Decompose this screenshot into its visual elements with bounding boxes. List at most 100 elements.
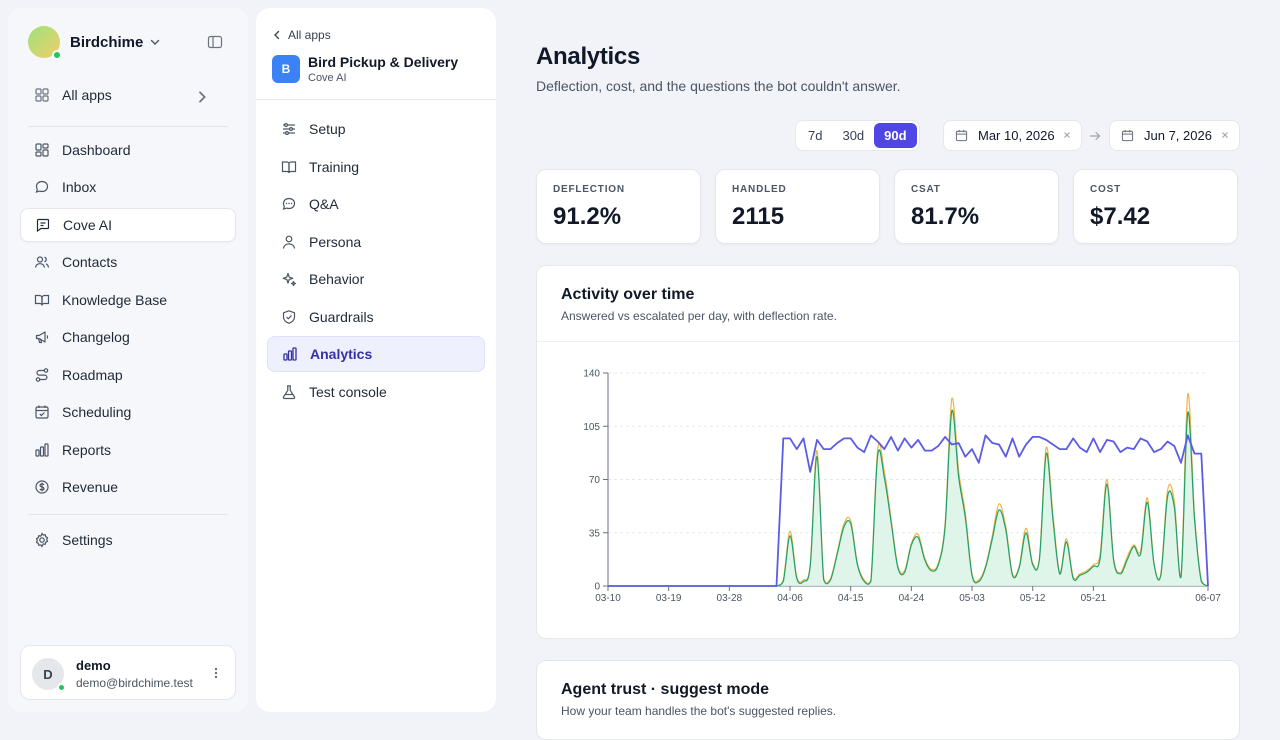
range-90d-button[interactable]: 90d [874,123,917,148]
app-nav-label: Test console [309,384,387,400]
x-tick-label: 03-28 [717,593,743,604]
apps-grid-icon [35,88,49,102]
activity-chart: 0 35 70 105 140 03-10 03-19 03-28 04-06 04-15 04-2… [583,369,1221,605]
app-panel: All apps B Bird Pickup & Delivery Cove A… [256,8,496,712]
x-tick-label: 06-07 [1195,593,1221,604]
stat-card-csat: CSAT 81.7% [894,169,1059,244]
more-vertical-icon[interactable] [209,666,223,680]
app-nav-persona[interactable]: Persona [267,224,485,260]
stat-label: CSAT [911,184,941,195]
app-badge: B [272,55,300,83]
workspace-switcher[interactable]: Birdchime [28,26,161,60]
date-from-value: Mar 10, 2026 [978,128,1055,143]
stat-card-cost: COST $7.42 [1073,169,1238,244]
sidebar-item-label: Knowledge Base [62,292,168,308]
bar-chart-icon [283,347,297,361]
range-30d-button[interactable]: 30d [842,128,865,143]
y-tick-label: 140 [583,369,600,380]
app-nav-test-console[interactable]: Test console [267,374,485,410]
flask-icon [282,385,296,400]
sidebar: Birdchime All apps Dashboard Inbox Cove … [8,8,248,712]
sidebar-item-label: Scheduling [62,404,132,420]
user-name: demo [76,658,111,673]
sidebar-item-label: Reports [62,442,112,458]
app-nav-guardrails[interactable]: Guardrails [267,299,485,335]
date-from-picker[interactable]: Mar 10, 2026 [943,120,1082,151]
app-nav-analytics[interactable]: Analytics [267,336,485,372]
shield-check-icon [282,310,296,324]
range-selector: 7d 30d 90d [795,120,920,151]
app-nav-label: Analytics [310,346,373,362]
stat-value: 2115 [732,203,785,230]
stat-value: $7.42 [1090,203,1151,230]
chart-divider [537,341,1239,342]
route-icon [35,368,49,382]
date-to-picker[interactable]: Jun 7, 2026 [1109,120,1240,151]
online-status-dot [52,50,62,60]
bar-chart-icon [35,443,49,457]
all-apps-link[interactable]: All apps [20,78,236,112]
grid-icon [35,143,49,157]
sidebar-item-scheduling[interactable]: Scheduling [20,395,236,429]
app-nav-label: Setup [309,121,346,137]
sidebar-item-cove-ai[interactable]: Cove AI [20,208,236,242]
sidebar-item-label: Revenue [62,479,119,495]
stat-card-handled: HANDLED 2115 [715,169,880,244]
activity-chart-card: Activity over time Answered vs escalated… [536,265,1240,639]
app-subtitle: Cove AI [308,72,347,84]
range-7d-button[interactable]: 7d [808,128,823,143]
user-icon [282,235,296,249]
sidebar-item-inbox[interactable]: Inbox [20,170,236,204]
user-menu[interactable]: D demo demo@birdchime.test [20,645,236,700]
app-nav-label: Guardrails [309,309,374,325]
sidebar-item-reports[interactable]: Reports [20,433,236,467]
sidebar-item-changelog[interactable]: Changelog [20,320,236,354]
dollar-circle-icon [35,480,49,494]
sparkles-icon [282,272,297,287]
sidebar-item-label: Contacts [62,254,118,270]
y-tick-label: 105 [583,422,600,433]
app-nav-behavior[interactable]: Behavior [267,261,485,297]
sidebar-item-contacts[interactable]: Contacts [20,245,236,279]
sidebar-item-label: Changelog [62,329,130,345]
stat-value: 81.7% [911,203,980,230]
x-tick-label: 04-15 [838,593,864,604]
stat-label: DEFLECTION [553,184,625,195]
sidebar-divider [28,514,228,515]
x-tick-label: 03-10 [595,593,621,604]
online-status-dot [57,683,66,692]
users-icon [34,256,50,268]
megaphone-icon [35,331,49,344]
arrow-right-icon [1089,131,1101,141]
sidebar-item-settings[interactable]: Settings [20,523,236,557]
y-tick-label: 35 [589,528,601,539]
app-nav-label: Persona [309,234,362,250]
back-to-all-apps-link[interactable]: All apps [272,28,331,42]
sidebar-item-roadmap[interactable]: Roadmap [20,358,236,392]
sidebar-item-revenue[interactable]: Revenue [20,470,236,504]
sidebar-item-knowledge-base[interactable]: Knowledge Base [20,283,236,317]
sidebar-item-label: Dashboard [62,142,131,158]
back-link-label: All apps [288,28,331,42]
app-nav-label: Q&A [309,196,339,212]
app-nav-qa[interactable]: Q&A [267,186,485,222]
chart-title: Activity over time [561,286,695,303]
app-header: B Bird Pickup & Delivery Cove AI [272,54,458,84]
sidebar-collapse-icon[interactable] [207,34,223,50]
app-nav-training[interactable]: Training [267,149,485,185]
workspace-logo [28,26,62,60]
answered-line [608,409,1209,587]
message-square-icon [36,218,50,233]
clear-date-icon[interactable] [1220,130,1230,140]
app-panel-divider [256,99,496,100]
all-apps-label: All apps [62,87,112,103]
sidebar-item-dashboard[interactable]: Dashboard [20,133,236,167]
x-tick-label: 04-06 [777,593,803,604]
clear-date-icon[interactable] [1062,130,1072,140]
main-content: Analytics Deflection, cost, and the ques… [536,0,1240,740]
avatar: D [32,658,66,692]
sidebar-item-label: Cove AI [63,217,113,233]
app-nav-setup[interactable]: Setup [267,111,485,147]
chart-subtitle: Answered vs escalated per day, with defl… [561,309,837,323]
deflection-line [608,434,1209,587]
